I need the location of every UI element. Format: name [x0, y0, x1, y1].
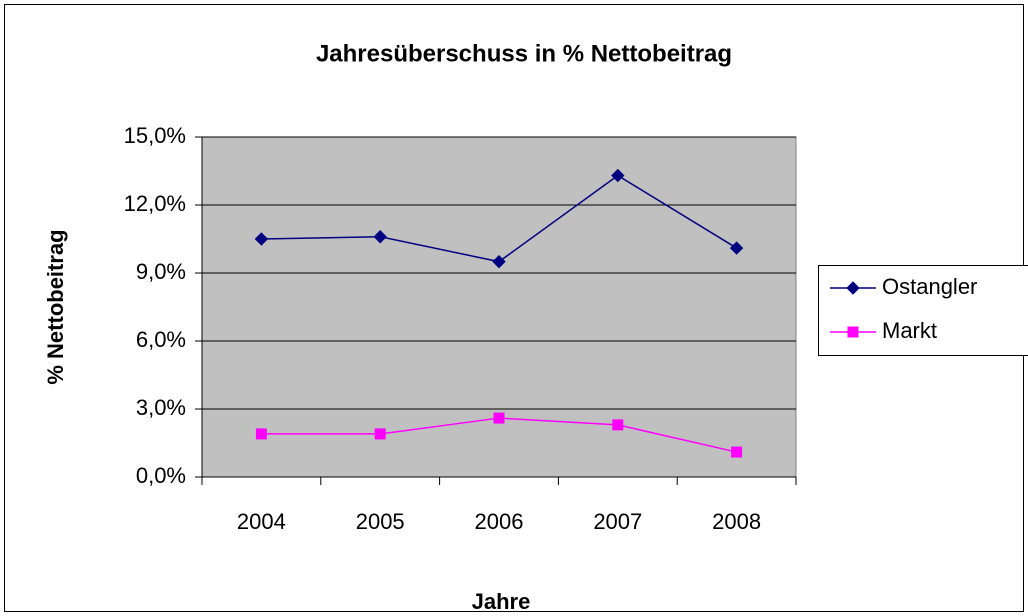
y-tick-label: 3,0%: [136, 395, 186, 420]
y-tick-label: 15,0%: [124, 123, 186, 148]
x-tick-label: 2005: [356, 509, 405, 534]
legend-marker: [847, 326, 859, 338]
y-tick-label: 6,0%: [136, 327, 186, 352]
data-point: [731, 446, 743, 458]
x-axis-label: Jahre: [472, 589, 531, 614]
data-point: [493, 412, 505, 424]
plot-area: [201, 136, 797, 478]
legend-label: Ostangler: [882, 274, 977, 299]
chart-title: Jahresüberschuss in % Nettobeitrag: [316, 40, 732, 67]
y-tick-label: 12,0%: [124, 191, 186, 216]
legend-label: Markt: [882, 318, 937, 343]
data-point: [374, 428, 386, 440]
data-point: [373, 230, 387, 244]
legend-marker: [846, 281, 860, 295]
data-point: [612, 419, 624, 431]
x-tick-label: 2006: [475, 509, 524, 534]
data-point: [729, 241, 744, 255]
data-point: [255, 428, 267, 440]
data-point: [611, 168, 625, 183]
y-tick-label: 9,0%: [136, 259, 186, 284]
y-tick-label: 0,0%: [136, 463, 186, 488]
data-point: [254, 232, 269, 246]
y-axis-label: % Nettobeitrag: [43, 229, 68, 384]
data-point: [492, 254, 506, 269]
x-tick-label: 2008: [712, 509, 761, 534]
x-tick-label: 2004: [237, 509, 286, 534]
legend-box: [818, 265, 1028, 356]
x-tick-label: 2007: [593, 509, 642, 534]
